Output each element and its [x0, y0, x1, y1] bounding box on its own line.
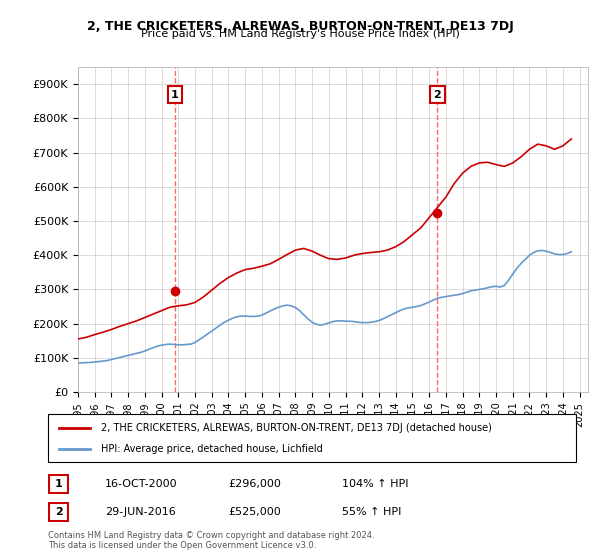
FancyBboxPatch shape — [49, 503, 68, 521]
Text: 16-OCT-2000: 16-OCT-2000 — [105, 479, 178, 489]
Text: 1: 1 — [171, 90, 179, 100]
Text: 2, THE CRICKETERS, ALREWAS, BURTON-ON-TRENT, DE13 7DJ (detached house): 2, THE CRICKETERS, ALREWAS, BURTON-ON-TR… — [101, 423, 491, 433]
Text: 1: 1 — [55, 479, 62, 489]
FancyBboxPatch shape — [49, 475, 68, 493]
Text: 2, THE CRICKETERS, ALREWAS, BURTON-ON-TRENT, DE13 7DJ: 2, THE CRICKETERS, ALREWAS, BURTON-ON-TR… — [86, 20, 514, 32]
Text: 2: 2 — [55, 507, 62, 517]
Text: 55% ↑ HPI: 55% ↑ HPI — [342, 507, 401, 517]
FancyBboxPatch shape — [48, 414, 576, 462]
Text: HPI: Average price, detached house, Lichfield: HPI: Average price, detached house, Lich… — [101, 444, 323, 454]
Text: £296,000: £296,000 — [228, 479, 281, 489]
Text: Price paid vs. HM Land Registry's House Price Index (HPI): Price paid vs. HM Land Registry's House … — [140, 29, 460, 39]
Text: £525,000: £525,000 — [228, 507, 281, 517]
Text: 104% ↑ HPI: 104% ↑ HPI — [342, 479, 409, 489]
Text: 29-JUN-2016: 29-JUN-2016 — [105, 507, 176, 517]
Text: Contains HM Land Registry data © Crown copyright and database right 2024.
This d: Contains HM Land Registry data © Crown c… — [48, 530, 374, 550]
Text: 2: 2 — [433, 90, 441, 100]
